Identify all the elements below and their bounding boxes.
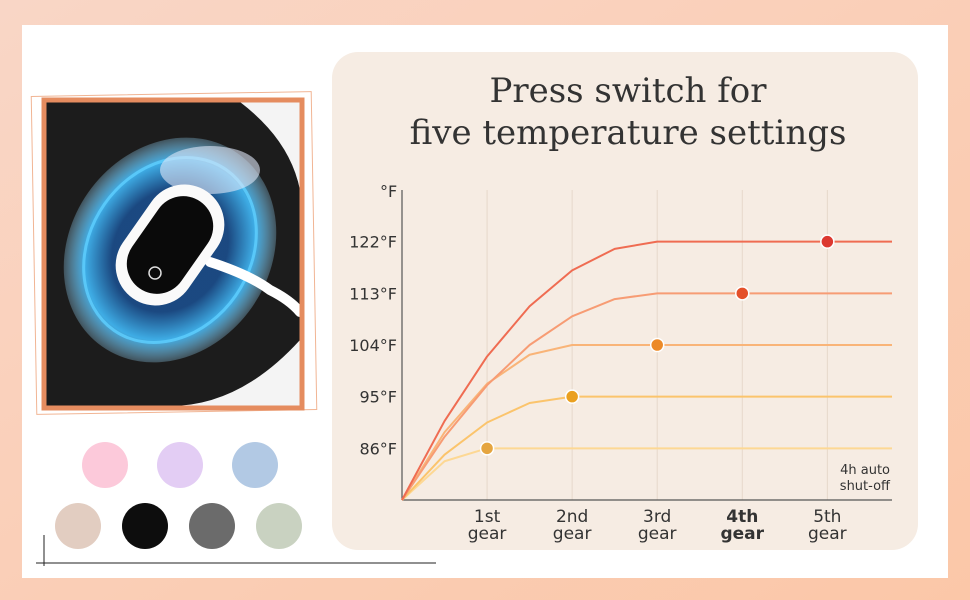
y-tick-label: 95°F: [359, 388, 397, 407]
gear-marker: [735, 286, 750, 301]
swatch: [157, 442, 203, 488]
annotation: 4h auto: [840, 463, 890, 478]
y-tick-label: 113°F: [349, 284, 397, 303]
swatch: [189, 503, 235, 549]
chart-title: five temperature settings: [410, 113, 847, 153]
x-tick-label: 4th gear: [720, 507, 764, 544]
series-line: [401, 292, 892, 501]
annotation: shut-off: [840, 479, 891, 494]
photo-frame-back: [30, 91, 318, 415]
chart-title: Press switch for: [489, 71, 767, 111]
gear-marker: [479, 441, 495, 456]
x-tick-label: 5th gear: [808, 507, 847, 544]
y-tick-label: 86°F: [359, 439, 397, 458]
y-tick-label: 104°F: [349, 336, 397, 355]
color-swatches: [55, 442, 302, 549]
swatch: [256, 503, 302, 549]
swatch: [122, 503, 168, 549]
swatch: [55, 503, 101, 549]
y-tick-label: 122°F: [349, 233, 397, 252]
swatch: [82, 442, 128, 488]
series-line: [401, 395, 892, 501]
plot: 1st gear 2nd gear 3rd gear 4th gear 5th gear 86°F 9…: [349, 190, 892, 544]
series-line: [401, 447, 892, 501]
x-tick-label: 1st gear: [468, 507, 507, 544]
y-axis-label: °F: [380, 182, 397, 201]
gear-marker: [820, 234, 835, 249]
product-photo: [46, 102, 300, 406]
gear-marker: [564, 389, 580, 404]
photo-frame: [41, 97, 305, 411]
series-line: [401, 344, 892, 501]
x-tick-label: 2nd gear: [553, 507, 592, 544]
chart-panel: [332, 52, 918, 550]
swatch: [232, 442, 278, 488]
x-tick-label: 3rd gear: [638, 507, 677, 544]
gear-marker: [649, 337, 665, 353]
series-line: [401, 240, 892, 501]
